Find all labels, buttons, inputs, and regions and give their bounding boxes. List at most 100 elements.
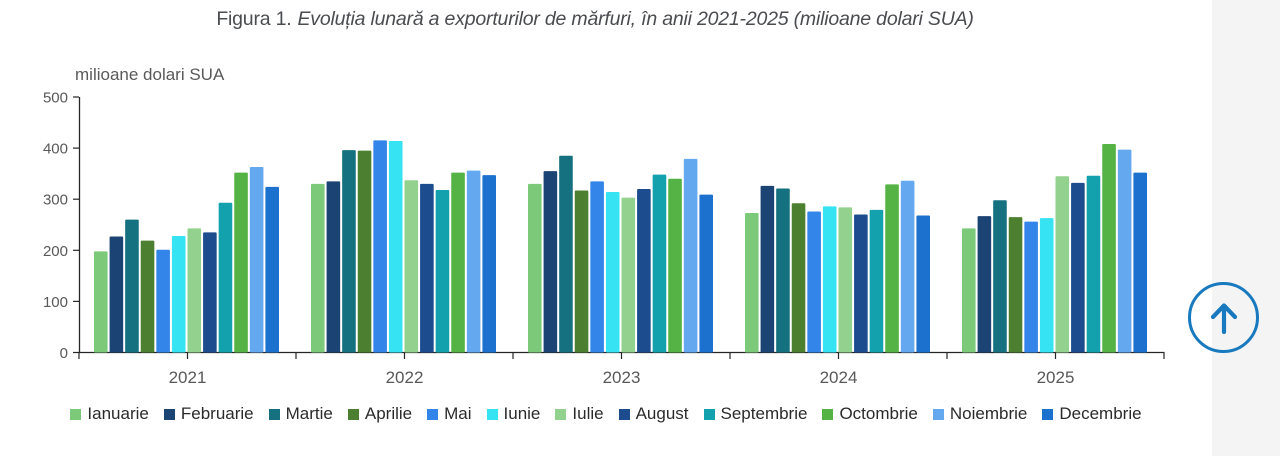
bar-decembrie-2024: [916, 215, 930, 353]
y-tick-label-400: 400: [43, 141, 68, 158]
legend-swatch-noiembrie: [932, 408, 944, 420]
bar-octombrie-2023: [668, 178, 682, 353]
chart-title: Figura 1. Evoluția lunară a exporturilor …: [0, 8, 1190, 31]
bar-noiembrie-2024: [900, 180, 915, 353]
bar-ianuarie-2022: [311, 183, 325, 353]
x-axis-ticks: [78, 352, 1165, 359]
bar-iunie-2024: [822, 206, 837, 353]
y-tick-label-0: 0: [60, 345, 68, 362]
bar-mai-2022: [373, 140, 387, 353]
legend-label: Decembrie: [1059, 404, 1142, 423]
y-axis-ticks: 0 100 200 300 400 500: [43, 90, 79, 362]
bar-martie-2021: [125, 219, 139, 353]
bar-mai-2023: [590, 181, 604, 353]
bar-iulie-2023: [621, 197, 636, 353]
legend-label: Iulie: [572, 404, 604, 423]
bar-noiembrie-2021: [249, 167, 264, 353]
legend-label: Ianuarie: [87, 404, 149, 423]
bar-aprilie-2024: [791, 203, 806, 353]
bar-ianuarie-2025: [962, 228, 976, 353]
scroll-to-top-button[interactable]: [1188, 282, 1259, 353]
bar-februarie-2023: [543, 171, 558, 353]
bar-iulie-2022: [404, 180, 419, 353]
bar-august-2025: [1071, 182, 1085, 353]
legend-swatch-august: [618, 408, 630, 420]
bar-decembrie-2022: [482, 175, 496, 353]
legend-swatch-aprilie: [347, 408, 359, 420]
year-label-2022: 2022: [386, 368, 424, 387]
legend-swatch-mai: [427, 408, 439, 420]
legend-label: Februarie: [180, 404, 254, 423]
bar-septembrie-2025: [1086, 175, 1101, 353]
legend-item-noiembrie: Noiembrie: [932, 404, 1027, 424]
legend-swatch-iunie: [486, 408, 498, 420]
y-tick-label-200: 200: [43, 243, 68, 260]
year-label-2023: 2023: [603, 368, 641, 387]
bar-martie-2025: [993, 200, 1007, 353]
legend-item-septembrie: Septembrie: [703, 404, 807, 424]
bar-mai-2024: [807, 211, 821, 353]
legend-label: Iunie: [503, 404, 541, 423]
legend-item-februarie: Februarie: [163, 404, 254, 424]
bar-februarie-2021: [109, 236, 124, 353]
bar-decembrie-2023: [699, 194, 713, 353]
legend-item-iunie: Iunie: [486, 404, 541, 424]
bar-octombrie-2025: [1102, 144, 1116, 353]
bar-martie-2022: [342, 150, 356, 353]
year-label-2025: 2025: [1037, 368, 1075, 387]
legend-swatch-ianuarie: [70, 408, 82, 420]
exports-bar-chart: milioane dolari SUA 0 100 200 300 400 500 202…: [43, 65, 1165, 387]
bar-iunie-2021: [171, 235, 186, 353]
year-label-2024: 2024: [820, 368, 858, 387]
chart-title-text: Evoluția lunară a exporturilor de mărfur…: [297, 8, 974, 30]
chart-title-prefix: Figura 1.: [216, 8, 292, 30]
bar-octombrie-2022: [451, 172, 465, 353]
bar-august-2021: [203, 232, 217, 353]
chart-legend: Ianuarie Februarie Martie Aprilie Mai Iunie Iu…: [0, 402, 1212, 426]
bar-septembrie-2023: [652, 174, 667, 353]
bar-august-2022: [420, 183, 434, 353]
arrow-up-icon: [1210, 302, 1237, 334]
legend-item-martie: Martie: [268, 404, 333, 424]
y-tick-label-500: 500: [43, 90, 68, 107]
bar-iunie-2025: [1039, 218, 1054, 353]
legend-item-octombrie: Octombrie: [822, 404, 918, 424]
legend-swatch-septembrie: [703, 408, 715, 420]
bar-noiembrie-2025: [1117, 149, 1132, 353]
legend-item-iulie: Iulie: [555, 404, 604, 424]
bar-iunie-2023: [605, 192, 620, 353]
bar-iulie-2025: [1055, 176, 1070, 353]
bar-iunie-2022: [388, 140, 403, 353]
legend-label: Mai: [444, 404, 472, 423]
bar-ianuarie-2024: [745, 212, 759, 353]
bar-aprilie-2022: [357, 150, 372, 353]
bar-noiembrie-2022: [466, 170, 481, 353]
legend-item-ianuarie: Ianuarie: [70, 404, 149, 424]
bar-aprilie-2025: [1008, 217, 1023, 353]
x-axis-labels: 2021 2022 2023 2024 2025: [169, 368, 1075, 387]
legend-swatch-octombrie: [822, 408, 834, 420]
y-tick-label-100: 100: [43, 294, 68, 311]
legend-item-decembrie: Decembrie: [1042, 404, 1142, 424]
legend-label: Aprilie: [364, 404, 413, 423]
bar-noiembrie-2023: [683, 158, 698, 353]
bar-august-2024: [854, 214, 868, 353]
bar-septembrie-2022: [435, 190, 450, 353]
bar-ianuarie-2023: [528, 183, 542, 353]
bar-februarie-2022: [326, 181, 341, 353]
bar-septembrie-2024: [869, 209, 884, 353]
bar-ianuarie-2021: [94, 251, 108, 353]
legend-item-august: August: [618, 404, 689, 424]
bar-august-2023: [637, 188, 651, 353]
legend-swatch-decembrie: [1042, 408, 1054, 420]
bar-februarie-2024: [760, 185, 775, 353]
bars: [94, 140, 1147, 353]
legend-swatch-martie: [268, 408, 280, 420]
legend-label: Octombrie: [839, 404, 918, 423]
year-label-2021: 2021: [169, 368, 207, 387]
y-axis-title: milioane dolari SUA: [75, 65, 225, 84]
bar-aprilie-2023: [574, 190, 589, 353]
bar-mai-2021: [156, 249, 170, 353]
bar-martie-2024: [776, 188, 790, 353]
bar-septembrie-2021: [218, 202, 233, 353]
